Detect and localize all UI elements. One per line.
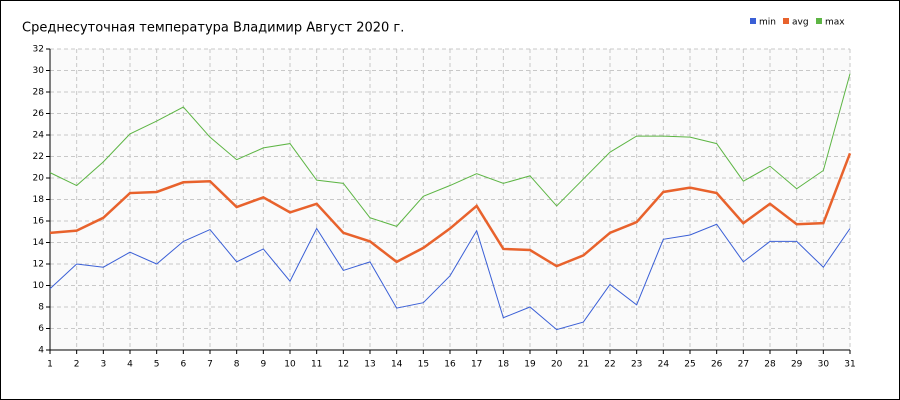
x-tick-label: 10	[284, 360, 296, 370]
x-tick-label: 15	[418, 360, 429, 370]
x-tick-label: 21	[578, 360, 589, 370]
x-tick-label: 31	[844, 360, 855, 370]
y-tick-label: 22	[33, 152, 44, 162]
y-tick-label: 24	[33, 131, 45, 141]
x-tick-label: 7	[207, 360, 213, 370]
legend-label: max	[825, 18, 845, 28]
series-line	[49, 223, 851, 331]
x-tick-label: 17	[471, 360, 482, 370]
x-tick-label: 13	[364, 360, 375, 370]
y-tick-label: 12	[33, 260, 44, 270]
x-tick-label: 2	[74, 360, 80, 370]
x-tick-label: 6	[180, 360, 186, 370]
y-tick-label: 10	[33, 281, 45, 291]
y-tick-label: 20	[33, 174, 45, 184]
x-tick-label: 24	[658, 360, 670, 370]
x-tick-label: 1	[47, 360, 53, 370]
x-tick-label: 29	[791, 360, 803, 370]
chart-title: Среднесуточная температура Владимир Авгу…	[22, 21, 404, 36]
y-tick-label: 26	[33, 109, 45, 119]
series-line	[49, 73, 851, 227]
y-tick-label: 4	[38, 346, 44, 356]
y-tick-label: 16	[33, 217, 45, 227]
x-tick-label: 23	[631, 360, 642, 370]
x-tick-label: 5	[154, 360, 160, 370]
legend-label: avg	[792, 18, 809, 28]
x-tick-label: 11	[311, 360, 322, 370]
x-tick-label: 12	[338, 360, 349, 370]
y-tick-label: 14	[33, 238, 45, 248]
y-tick-label: 30	[33, 66, 45, 76]
x-tick-label: 19	[524, 360, 536, 370]
y-tick-label: 28	[33, 88, 45, 98]
x-tick-label: 3	[100, 360, 106, 370]
x-tick-label: 20	[551, 360, 563, 370]
y-tick-label: 8	[38, 303, 44, 313]
legend-swatch	[783, 18, 789, 24]
legend-swatch	[816, 18, 822, 24]
x-tick-label: 16	[444, 360, 456, 370]
y-tick-label: 32	[33, 45, 44, 55]
x-tick-label: 18	[498, 360, 510, 370]
x-tick-label: 8	[234, 360, 240, 370]
x-tick-label: 9	[260, 360, 266, 370]
x-tick-label: 30	[818, 360, 830, 370]
y-tick-label: 6	[38, 324, 44, 334]
x-tick-label: 14	[391, 360, 403, 370]
legend-label: min	[759, 18, 776, 28]
legend-swatch	[750, 18, 756, 24]
x-tick-label: 22	[604, 360, 615, 370]
y-tick-label: 18	[33, 195, 45, 205]
x-tick-label: 25	[684, 360, 695, 370]
x-tick-label: 28	[764, 360, 776, 370]
series-line	[49, 152, 852, 268]
x-tick-label: 4	[127, 360, 133, 370]
x-tick-label: 26	[711, 360, 723, 370]
x-tick-label: 27	[738, 360, 749, 370]
